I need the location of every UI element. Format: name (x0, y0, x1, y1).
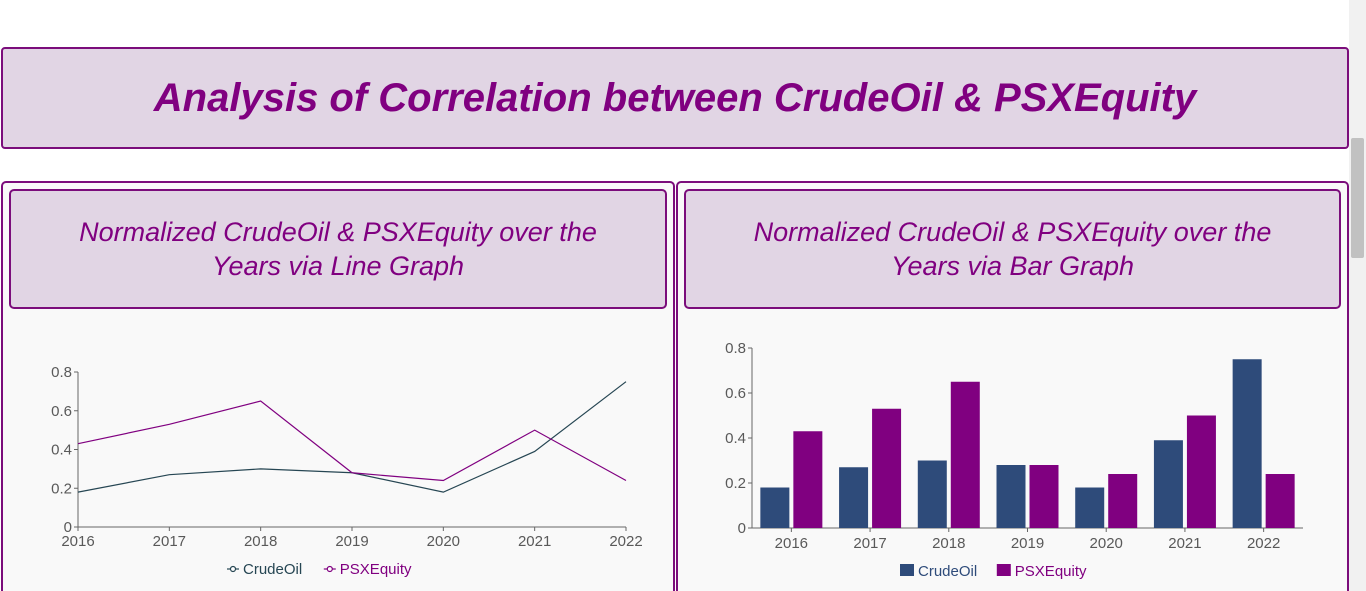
bar-crudeoil (760, 487, 790, 528)
x-tick-label: 2019 (335, 533, 368, 550)
legend-label: PSXEquity (340, 561, 412, 578)
bar-psxequity (1265, 474, 1295, 528)
legend-swatch (996, 564, 1011, 576)
x-tick-label: 2021 (518, 533, 551, 550)
y-tick-label: 0.6 (725, 385, 746, 402)
scrollbar-thumb[interactable] (1351, 138, 1364, 258)
y-tick-label: 0.4 (51, 442, 72, 459)
bar-chart-header: Normalized CrudeOil & PSXEquity over the… (684, 189, 1341, 309)
legend-label: CrudeOil (243, 561, 302, 578)
bar-crudeoil (996, 465, 1026, 528)
bar-crudeoil (1153, 440, 1183, 528)
legend-label: PSXEquity (1015, 563, 1087, 580)
x-tick-label: 2021 (1168, 535, 1201, 552)
x-tick-label: 2020 (1090, 535, 1123, 552)
x-tick-label: 2022 (1247, 535, 1280, 552)
legend-label: CrudeOil (918, 563, 977, 580)
y-tick-label: 0 (64, 519, 72, 536)
x-tick-label: 2020 (427, 533, 460, 550)
y-tick-label: 0.4 (725, 430, 746, 447)
line-chart-title: Normalized CrudeOil & PSXEquity over the… (79, 217, 597, 281)
bar-crudeoil (917, 460, 947, 528)
y-tick-label: 0.2 (51, 480, 72, 497)
vertical-scrollbar[interactable] (1349, 0, 1366, 591)
x-tick-label: 2022 (609, 533, 642, 550)
x-tick-label: 2018 (932, 535, 965, 552)
y-tick-label: 0.6 (51, 403, 72, 420)
x-tick-label: 2018 (244, 533, 277, 550)
bar-psxequity (793, 431, 823, 528)
x-tick-label: 2016 (61, 533, 94, 550)
bar-psxequity (872, 408, 902, 528)
y-tick-label: 0.8 (725, 340, 746, 357)
y-tick-label: 0.8 (51, 364, 72, 381)
page-title-banner: Analysis of Correlation between CrudeOil… (1, 47, 1349, 149)
y-tick-label: 0 (738, 520, 746, 537)
line-chart: 0 0.2 0.4 0.6 0.8 2016 2017 2018 2019 2020 2021 202… (51, 364, 643, 578)
bar-chart-panel: Normalized CrudeOil & PSXEquity over the… (676, 181, 1349, 591)
bar-psxequity (950, 381, 980, 528)
bar-crudeoil (1075, 487, 1105, 528)
x-tick-label: 2016 (775, 535, 808, 552)
bar-chart-title: Normalized CrudeOil & PSXEquity over the… (753, 217, 1272, 281)
series-line-psxequity (77, 400, 627, 482)
bar-chart: 0 0.2 0.4 0.6 0.8 2016 2017 2018 2019 2020 2021 202… (725, 340, 1303, 580)
bar-psxequity (1029, 465, 1059, 528)
bar-crudeoil (839, 467, 869, 528)
line-chart-header: Normalized CrudeOil & PSXEquity over the… (9, 189, 667, 309)
legend-circle-marker (229, 565, 237, 573)
bar-psxequity (1108, 474, 1138, 528)
x-tick-label: 2017 (853, 535, 886, 552)
series-line-crudeoil (77, 381, 627, 493)
bar-crudeoil (1232, 359, 1262, 528)
x-tick-label: 2019 (1011, 535, 1044, 552)
legend-swatch (900, 564, 914, 576)
bar-psxequity (1186, 415, 1216, 528)
y-tick-label: 0.2 (725, 475, 746, 492)
page-title: Analysis of Correlation between CrudeOil… (153, 75, 1197, 120)
legend-circle-marker (326, 565, 333, 573)
line-chart-panel: Normalized CrudeOil & PSXEquity over the… (1, 181, 675, 591)
x-tick-label: 2017 (153, 533, 186, 550)
